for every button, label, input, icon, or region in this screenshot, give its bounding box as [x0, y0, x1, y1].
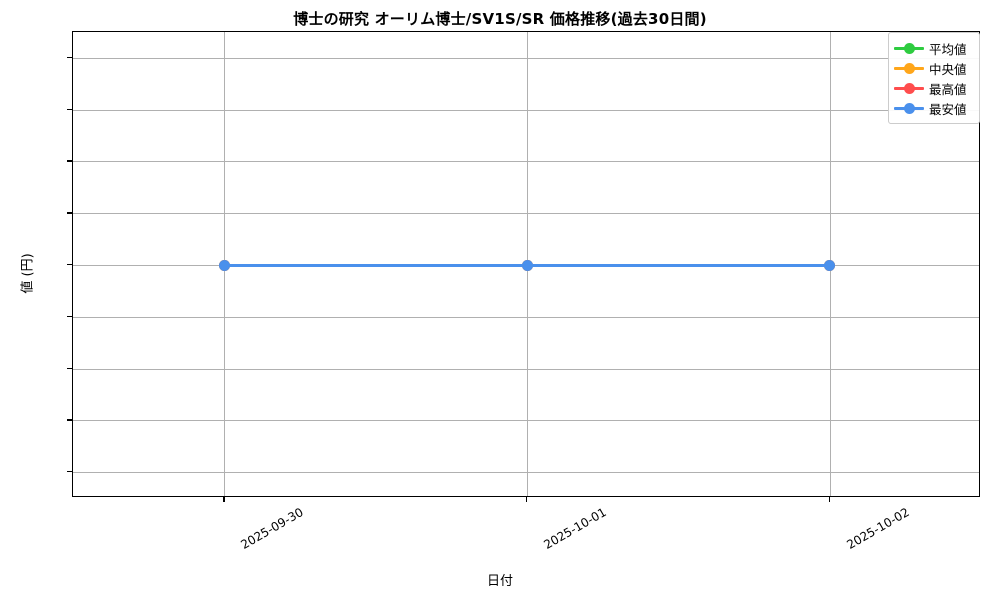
x-tick-label: 2025-10-02	[844, 505, 912, 552]
x-tick-mark	[223, 497, 225, 502]
gridline-horizontal	[73, 213, 979, 215]
x-tick-mark	[828, 497, 830, 502]
gridline-horizontal	[73, 472, 979, 474]
legend-swatch-icon	[894, 61, 924, 75]
gridline-horizontal	[73, 161, 979, 163]
legend-item-label: 平均値	[929, 41, 967, 57]
legend-item[interactable]: 平均値	[894, 38, 973, 58]
y-tick-mark	[67, 315, 72, 318]
legend-item-label: 最安値	[929, 101, 967, 117]
gridline-horizontal	[73, 420, 979, 422]
series-data-point	[824, 259, 836, 271]
y-tick-mark	[67, 212, 72, 214]
gridline-horizontal	[73, 109, 979, 111]
gridline-horizontal	[73, 316, 979, 318]
series-line-segment	[527, 263, 830, 267]
y-tick-mark	[67, 108, 72, 110]
legend-swatch-icon	[894, 81, 924, 95]
x-tick-mark	[526, 497, 528, 502]
gridline-horizontal	[73, 57, 979, 59]
series-data-point	[218, 259, 230, 271]
y-tick-mark	[67, 56, 72, 59]
gridline-horizontal	[73, 368, 979, 370]
x-tick-label: 2025-09-30	[238, 505, 307, 552]
legend-item[interactable]: 最安値	[894, 98, 973, 118]
y-tick-mark	[67, 419, 72, 421]
legend-swatch-icon	[894, 41, 924, 55]
plot-area	[72, 31, 980, 497]
chart-legend: 平均値中央値最高値最安値	[888, 32, 980, 124]
series-line-segment	[224, 263, 527, 267]
y-tick-mark	[67, 264, 72, 266]
y-tick-mark	[67, 471, 72, 473]
legend-swatch-icon	[894, 101, 924, 115]
legend-item[interactable]: 中央値	[894, 58, 973, 78]
x-tick-label: 2025-10-01	[541, 505, 609, 552]
y-tick-mark	[67, 160, 72, 162]
x-axis-label: 日付	[486, 574, 513, 589]
y-tick-mark	[67, 367, 72, 369]
legend-item[interactable]: 最高値	[894, 78, 973, 98]
chart-title: 博士の研究 オーリム博士/SV1S/SR 価格推移(過去30日間)	[293, 10, 707, 28]
legend-item-label: 最高値	[929, 81, 967, 97]
y-axis-label: 値 (円)	[20, 253, 36, 294]
series-data-point	[521, 259, 533, 271]
legend-item-label: 中央値	[929, 61, 967, 77]
